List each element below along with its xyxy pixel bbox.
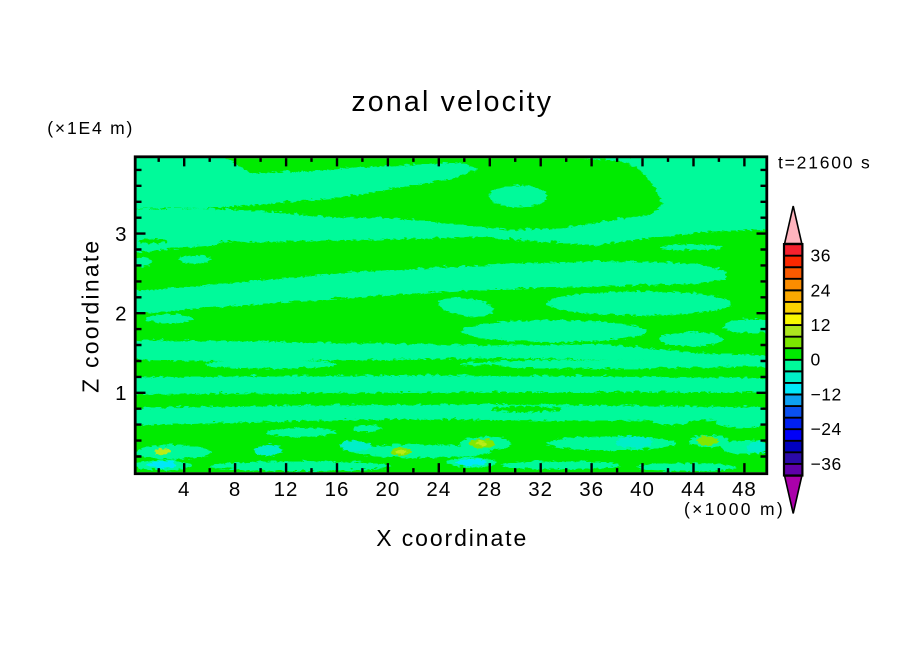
svg-text:2: 2 (115, 303, 126, 326)
svg-text:8: 8 (229, 478, 241, 501)
svg-text:20: 20 (376, 478, 401, 501)
svg-text:X coordinate: X coordinate (376, 525, 528, 551)
svg-text:32: 32 (528, 478, 553, 501)
svg-text:48: 48 (732, 478, 757, 501)
svg-text:36: 36 (579, 478, 604, 501)
svg-text:−24: −24 (811, 419, 842, 439)
svg-text:−36: −36 (811, 454, 842, 474)
svg-text:24: 24 (426, 478, 451, 501)
svg-text:4: 4 (178, 478, 190, 501)
svg-text:44: 44 (681, 478, 706, 501)
svg-text:1: 1 (115, 382, 126, 405)
svg-text:16: 16 (325, 478, 350, 501)
svg-text:−12: −12 (811, 384, 842, 404)
svg-text:(×1000 m): (×1000 m) (684, 499, 785, 519)
svg-text:24: 24 (811, 280, 831, 300)
svg-text:0: 0 (811, 350, 821, 370)
svg-text:3: 3 (115, 223, 126, 246)
svg-text:12: 12 (811, 315, 831, 335)
svg-text:(×1E4 m): (×1E4 m) (47, 118, 134, 138)
svg-text:28: 28 (477, 478, 502, 501)
svg-text:Z coordinate: Z coordinate (78, 239, 104, 393)
svg-text:t=21600 s: t=21600 s (778, 153, 872, 173)
svg-text:36: 36 (811, 246, 831, 266)
svg-text:zonal velocity: zonal velocity (351, 86, 553, 118)
svg-text:12: 12 (274, 478, 299, 501)
svg-text:40: 40 (630, 478, 655, 501)
